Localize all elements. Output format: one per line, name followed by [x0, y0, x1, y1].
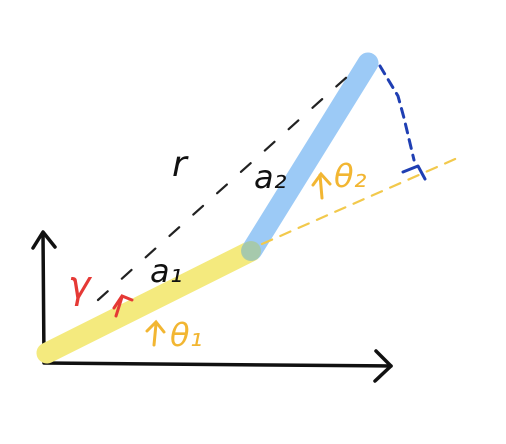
theta2-label: θ₂ [334, 157, 367, 195]
theta1-label: θ₁ [170, 316, 202, 354]
theta2-arrow [311, 171, 332, 200]
x-axis-arrowhead [373, 349, 393, 383]
y-axis [41, 231, 46, 364]
coordinate-axes [31, 230, 393, 383]
gamma-label: γ [68, 263, 93, 307]
reach-line-r [96, 65, 360, 302]
y-axis-arrowhead [31, 230, 57, 250]
right-angle-marker [378, 64, 427, 181]
gamma-angle [112, 294, 134, 318]
a1-label: a₁ [150, 252, 182, 290]
elbow-joint [241, 241, 261, 261]
x-axis [42, 361, 393, 368]
link-a2 [241, 52, 379, 261]
a2-label: a₂ [254, 158, 287, 196]
link-a1 [36, 240, 262, 364]
theta1-arrow [145, 319, 166, 347]
r-label: r [172, 144, 189, 185]
link1-extension-line [260, 154, 464, 246]
